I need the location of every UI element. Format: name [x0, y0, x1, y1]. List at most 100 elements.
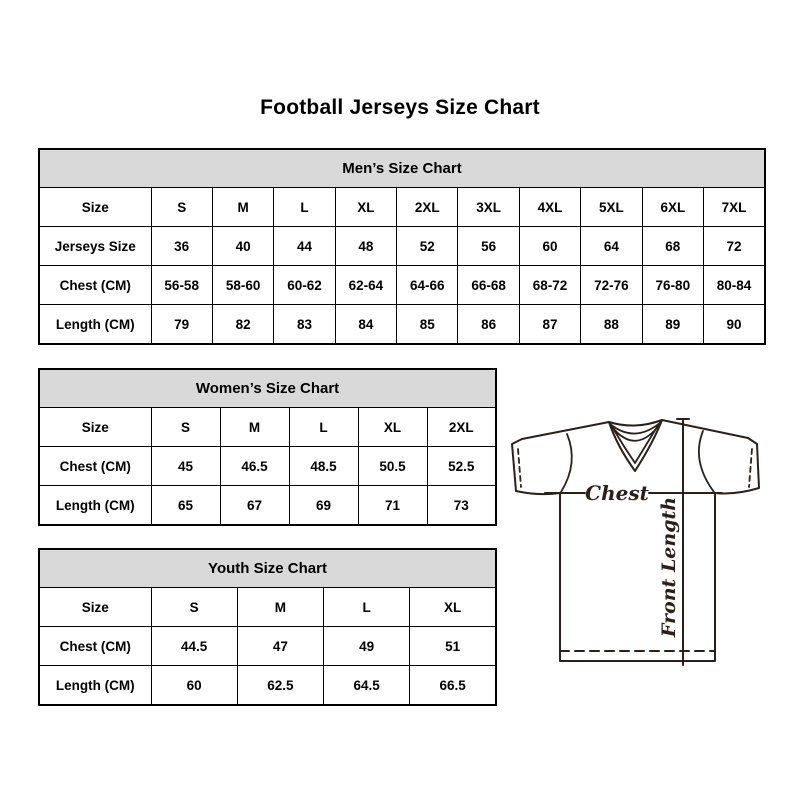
column-header-cell: 2XL — [426, 407, 497, 447]
table-row: Length (CM) 60 62.5 64.5 66.5 — [38, 665, 497, 706]
mens-chart-band-title: Men’s Size Chart — [38, 148, 766, 188]
row-header-cell: Length (CM) — [38, 665, 152, 706]
value-cell: 60-62 — [273, 265, 336, 305]
value-cell: 64-66 — [396, 265, 459, 305]
value-cell: 86 — [457, 304, 520, 345]
row-header-cell: Length (CM) — [38, 304, 152, 345]
chest-label: Chest — [585, 481, 649, 505]
jersey-right-sleeve — [714, 437, 760, 495]
value-cell: 68-72 — [518, 265, 582, 305]
left-seam-curve — [560, 433, 573, 493]
jersey-shoulder-right — [661, 419, 749, 439]
value-cell: 49 — [322, 626, 411, 666]
value-cell: 56-58 — [150, 265, 213, 305]
left-cuff-dashed-line — [517, 448, 522, 488]
value-cell: 46.5 — [219, 446, 290, 486]
value-cell: 90 — [703, 304, 766, 345]
right-seam-curve — [697, 430, 715, 493]
collar-band-line-1 — [609, 421, 662, 435]
value-cell: 72-76 — [580, 265, 643, 305]
value-cell: 82 — [211, 304, 275, 345]
table-header-band-row: Youth Size Chart — [38, 548, 497, 588]
column-header-cell: XL — [334, 187, 398, 227]
table-row: Length (CM) 79 82 83 84 85 86 87 88 89 90 — [38, 304, 766, 345]
column-header-cell: 6XL — [641, 187, 705, 227]
table-row: Size S M L XL — [38, 587, 497, 627]
row-header-cell: Size — [38, 587, 152, 627]
value-cell: 51 — [409, 626, 497, 666]
column-header-cell: S — [150, 587, 238, 627]
value-cell: 44.5 — [150, 626, 238, 666]
value-cell: 83 — [273, 304, 336, 345]
collar-v-outer — [608, 419, 663, 472]
value-cell: 66.5 — [409, 665, 497, 706]
value-cell: 48.5 — [288, 446, 359, 486]
row-header-cell: Chest (CM) — [38, 446, 152, 486]
column-header-cell: M — [211, 187, 275, 227]
value-cell: 65 — [150, 485, 221, 526]
value-cell: 89 — [641, 304, 705, 345]
youth-chart-band-title: Youth Size Chart — [38, 548, 497, 588]
value-cell: 50.5 — [357, 446, 428, 486]
value-cell: 76-80 — [641, 265, 705, 305]
value-cell: 58-60 — [211, 265, 275, 305]
value-cell: 71 — [357, 485, 428, 526]
value-cell: 48 — [334, 226, 398, 266]
row-header-cell: Jerseys Size — [38, 226, 152, 266]
collar-top-rim — [608, 419, 663, 427]
column-header-cell: 2XL — [396, 187, 459, 227]
table-row: Chest (CM) 44.5 47 49 51 — [38, 626, 497, 666]
row-header-cell: Chest (CM) — [38, 626, 152, 666]
row-header-cell: Size — [38, 187, 152, 227]
right-cuff-dashed-line — [748, 448, 753, 488]
front-length-label: Front Length — [658, 497, 680, 638]
table-row: Size S M L XL 2XL 3XL 4XL 5XL 6XL 7XL — [38, 187, 766, 227]
column-header-cell: XL — [357, 407, 428, 447]
value-cell: 84 — [334, 304, 398, 345]
youth-size-table: Youth Size Chart Size S M L XL Chest (CM) 44.5 4… — [38, 548, 497, 706]
value-cell: 80-84 — [703, 265, 766, 305]
womens-size-table: Women’s Size Chart Size S M L XL 2XL Chest (CM)… — [38, 368, 497, 526]
value-cell: 73 — [426, 485, 497, 526]
value-cell: 69 — [288, 485, 359, 526]
column-header-cell: L — [322, 587, 411, 627]
value-cell: 67 — [219, 485, 290, 526]
column-header-cell: 7XL — [703, 187, 766, 227]
table-header-band-row: Women’s Size Chart — [38, 368, 497, 408]
mens-size-table: Men’s Size Chart Size S M L XL 2XL 3XL 4XL 5XL 6XL… — [38, 148, 766, 345]
column-header-cell: S — [150, 407, 221, 447]
value-cell: 62.5 — [236, 665, 325, 706]
table-header-band-row: Men’s Size Chart — [38, 148, 766, 188]
table-row: Size S M L XL 2XL — [38, 407, 497, 447]
womens-chart-band-title: Women’s Size Chart — [38, 368, 497, 408]
collar-v-inner — [613, 426, 658, 464]
value-cell: 36 — [150, 226, 213, 266]
jersey-body-outline — [559, 492, 716, 662]
value-cell: 88 — [580, 304, 643, 345]
table-row: Chest (CM) 56-58 58-60 60-62 62-64 64-66 66-68… — [38, 265, 766, 305]
value-cell: 44 — [273, 226, 336, 266]
column-header-cell: L — [273, 187, 336, 227]
value-cell: 60 — [518, 226, 582, 266]
value-cell: 64 — [580, 226, 643, 266]
jersey-measurement-diagram: Chest Front Length — [511, 418, 760, 666]
value-cell: 85 — [396, 304, 459, 345]
column-header-cell: 5XL — [580, 187, 643, 227]
page-title: Football Jerseys Size Chart — [260, 96, 540, 119]
value-cell: 79 — [150, 304, 213, 345]
table-row: Chest (CM) 45 46.5 48.5 50.5 52.5 — [38, 446, 497, 486]
value-cell: 72 — [703, 226, 766, 266]
value-cell: 56 — [457, 226, 520, 266]
column-header-cell: 4XL — [518, 187, 582, 227]
value-cell: 62-64 — [334, 265, 398, 305]
value-cell: 68 — [641, 226, 705, 266]
jersey-shoulder-left — [521, 421, 610, 440]
column-header-cell: M — [236, 587, 325, 627]
value-cell: 64.5 — [322, 665, 411, 706]
row-header-cell: Size — [38, 407, 152, 447]
column-header-cell: 3XL — [457, 187, 520, 227]
row-header-cell: Length (CM) — [38, 485, 152, 526]
value-cell: 52.5 — [426, 446, 497, 486]
value-cell: 66-68 — [457, 265, 520, 305]
